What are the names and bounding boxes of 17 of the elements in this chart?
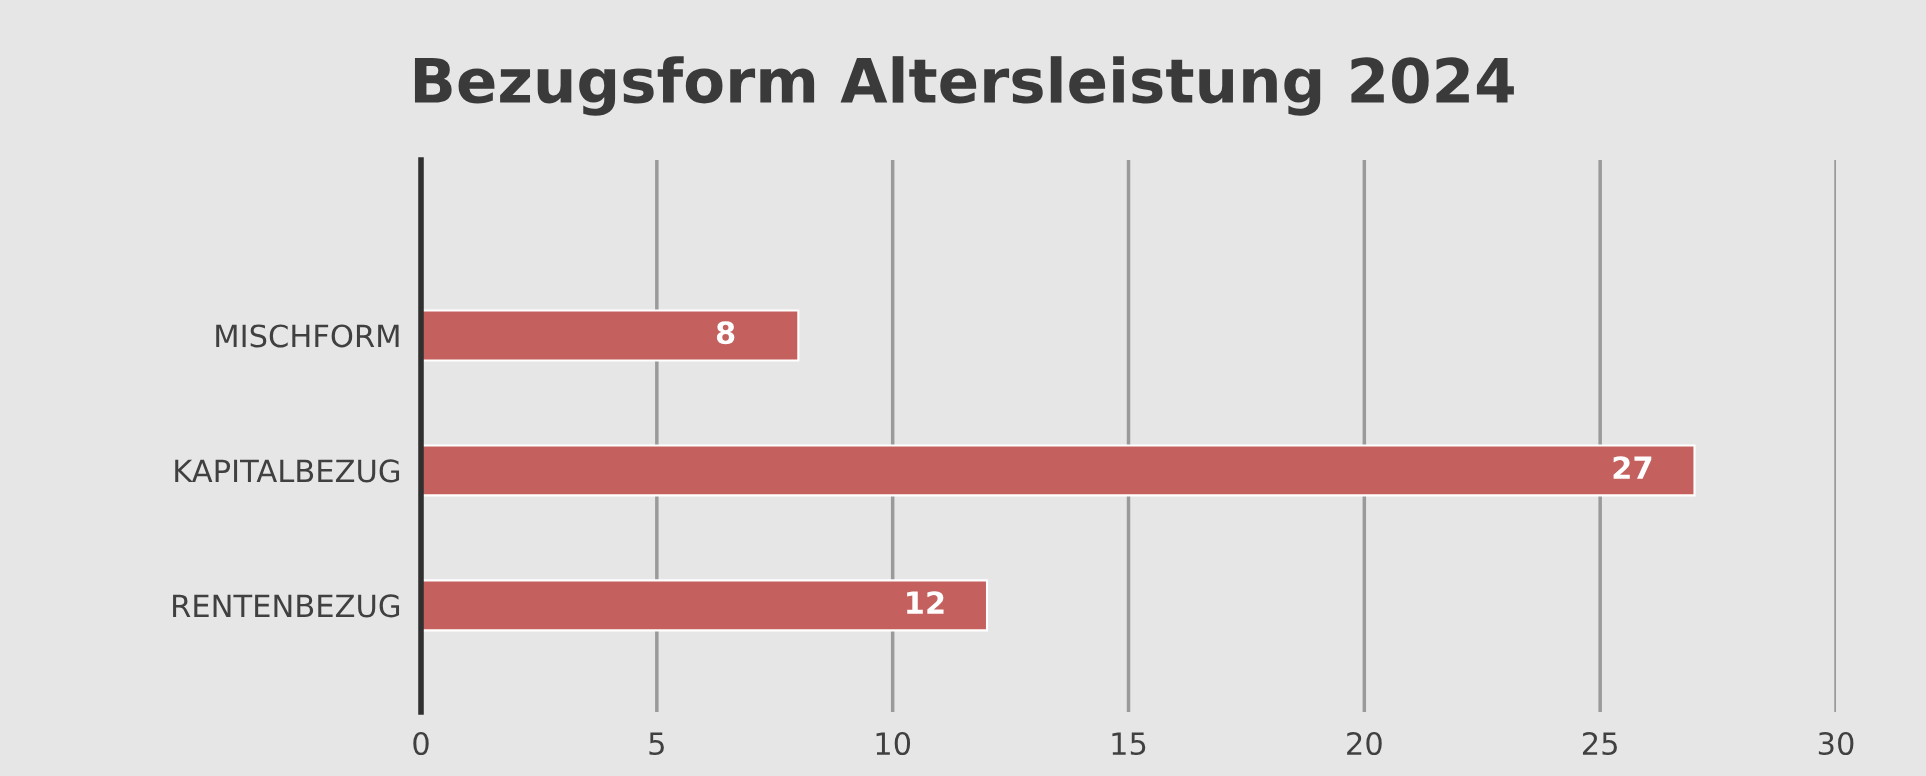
x-tick-label: 0 [413, 731, 429, 756]
x-tick-label: 15 [1112, 732, 1146, 756]
y-tick-label: MISCHFORM [216, 324, 399, 348]
data-label: 12 [907, 591, 944, 614]
chart-title: Bezugsform Altersleistung 2024 [414, 56, 1514, 116]
y-tick-label: KAPITALBEZUG [175, 459, 400, 483]
data-label: 8 [716, 321, 735, 345]
y-tick-label: RENTENBEZUG [173, 594, 400, 618]
data-label: 27 [1613, 456, 1652, 479]
bar [421, 444, 1696, 497]
x-tick-label: 10 [876, 731, 911, 756]
x-tick-label: 30 [1818, 731, 1854, 756]
bar [421, 309, 800, 362]
x-tick-label: 20 [1347, 731, 1382, 756]
x-tick-label: 25 [1582, 731, 1617, 756]
x-tick-label: 5 [649, 732, 664, 756]
bar [421, 579, 989, 632]
